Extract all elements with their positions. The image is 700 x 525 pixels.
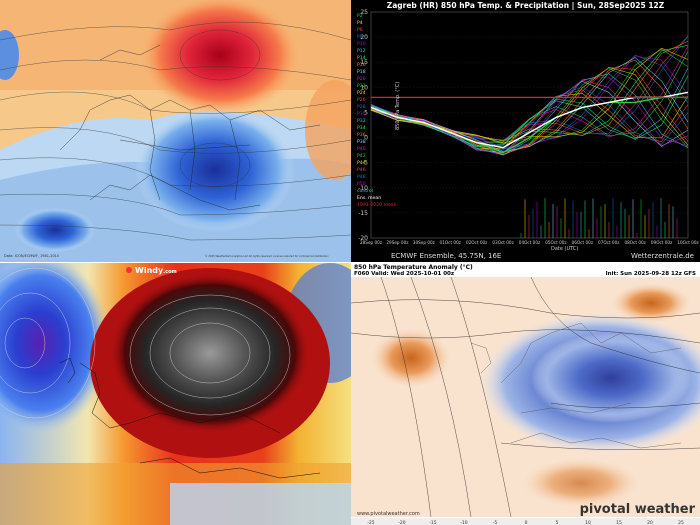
ensemble-legend-item: P22 — [357, 83, 366, 89]
pivotal-scale-label: -5 — [493, 520, 498, 525]
ensemble-member-line — [370, 67, 689, 156]
ensemble-legend-item: 1991-2020 mean — [357, 202, 397, 208]
ensemble-legend-item: P42 — [357, 153, 366, 159]
ensemble-member-line — [370, 73, 689, 156]
pivotal-anomaly-map: 850 hPa Temperature Anomaly (°C) F060 Va… — [351, 264, 700, 525]
pivotal-scale-label: -10 — [460, 520, 467, 525]
ensemble-legend-item: P4 — [357, 20, 363, 26]
ensemble-legend-item: P16 — [357, 62, 366, 68]
pivotal-logo: pivotal weather — [580, 502, 696, 517]
ensemble-x-tick: 04Oct 00z — [519, 240, 541, 245]
tl-footer-left: Data: ICON/ECMWF, 1981-2010 — [4, 254, 59, 258]
ensemble-y-tick: -20 — [358, 235, 368, 242]
ensemble-y-tick: -15 — [358, 210, 368, 217]
ensemble-member-line — [370, 45, 689, 143]
ensemble-member-line — [370, 59, 689, 153]
ensemble-title: Zagreb (HR) 850 hPa Temp. & Precipitatio… — [386, 1, 665, 10]
pivotal-header-title: 850 hPa Temperature Anomaly (°C) — [354, 264, 473, 271]
ensemble-legend-item: P6 — [357, 27, 363, 33]
ensemble-x-tick: 30Sep 00z — [413, 240, 436, 245]
ensemble-x-tick: 29Sep 00z — [386, 240, 409, 245]
ensemble-legend-item: P14 — [357, 55, 366, 61]
ensemble-legend-item: P40 — [357, 146, 366, 152]
ensemble-member-line — [370, 93, 689, 150]
ensemble-member-line — [370, 45, 689, 142]
ensemble-legend-item: P30 — [357, 111, 366, 117]
ensemble-y-tick: 15 — [360, 59, 368, 66]
ensemble-legend-item: P20 — [357, 76, 366, 82]
ensemble-meteogram-panel: Zagreb (HR) 850 hPa Temp. & Precipitatio… — [351, 0, 700, 262]
ensemble-footer-right: Wetterzentrale.de — [630, 252, 694, 260]
ensemble-x-tick: 05Oct 00z — [545, 240, 567, 245]
ensemble-y-label: 850 hPa Temp. (°C) — [395, 81, 401, 130]
ensemble-legend-item: P36 — [357, 132, 366, 138]
ensemble-y-tick: 25 — [360, 9, 368, 16]
ensemble-member-line — [370, 66, 689, 155]
pivotal-scale-label: 25 — [678, 520, 684, 525]
height-anomaly-map-panel: Data: ICON/ECMWF, 1981-2010 © 2025 Weath… — [0, 0, 351, 262]
ensemble-x-tick: 10Oct 00z — [677, 240, 699, 245]
ensemble-member-line — [370, 79, 689, 154]
ensemble-x-tick: 28Sep 00z — [360, 240, 383, 245]
ensemble-legend-item: Ens. mean — [357, 195, 381, 201]
ensemble-y-tick: 20 — [360, 34, 368, 41]
ensemble-legend-item: P38 — [357, 139, 366, 145]
ensemble-x-label: Date (UTC) — [551, 246, 579, 252]
ensemble-legend-item: P26 — [357, 97, 366, 103]
windy-logo: Windy.com — [135, 266, 177, 275]
ensemble-legend-item: P48 — [357, 174, 366, 180]
ensemble-member-line — [370, 67, 689, 155]
ensemble-legend-item: P44 — [357, 160, 366, 166]
ensemble-x-tick: 03Oct 00z — [492, 240, 514, 245]
ensemble-x-tick: 09Oct 00z — [651, 240, 673, 245]
height-anomaly-map: Data: ICON/ECMWF, 1981-2010 © 2025 Weath… — [0, 0, 351, 262]
ensemble-footer-left: ECMWF Ensemble, 45.75N, 16E — [391, 252, 502, 260]
ensemble-x-tick: 06Oct 00z — [572, 240, 594, 245]
ensemble-x-tick: 02Oct 00z — [466, 240, 488, 245]
pivotal-scale-label: 5 — [556, 520, 559, 525]
windy-map-panel: Windy.com — [0, 263, 351, 525]
ensemble-legend-item: P10 — [357, 41, 366, 47]
windy-logo-icon — [126, 267, 132, 273]
ensemble-legend-item: P28 — [357, 104, 366, 110]
pivotal-scale-label: 20 — [647, 520, 653, 525]
ensemble-y-tick: -10 — [358, 185, 368, 192]
ensemble-legend-item: P12 — [357, 48, 366, 54]
pivotal-scale-label: 10 — [585, 520, 591, 525]
ensemble-legend-item: P34 — [357, 125, 366, 131]
pivotal-scale-label: 15 — [616, 520, 622, 525]
ensemble-member-line — [370, 80, 689, 154]
ensemble-legend-item: P50 — [357, 181, 366, 187]
ensemble-y-tick: -5 — [362, 160, 368, 167]
ensemble-legend-item: P32 — [357, 118, 366, 124]
ensemble-member-line — [370, 57, 689, 152]
ensemble-legend-item: P2 — [357, 13, 363, 19]
windy-map: Windy.com — [0, 263, 351, 525]
pivotal-header-valid: F060 Valid: Wed 2025-10-01 00z — [354, 271, 454, 277]
ensemble-legend-item: P8 — [357, 34, 363, 40]
ensemble-plot-frame — [370, 11, 689, 239]
pivotal-url: www.pivotalweather.com — [357, 511, 420, 517]
ensemble-legend-item: P18 — [357, 69, 366, 75]
pivotal-scale-label: -20 — [398, 520, 405, 525]
ensemble-y-tick: 10 — [360, 84, 368, 91]
ensemble-member-line — [370, 40, 689, 142]
pivotal-scale-label: -15 — [429, 520, 436, 525]
pivotal-anomaly-panel: 850 hPa Temperature Anomaly (°C) F060 Va… — [351, 263, 700, 525]
ensemble-member-line — [370, 67, 689, 147]
ensemble-x-tick: 08Oct 00z — [624, 240, 646, 245]
ensemble-legend-item: P24 — [357, 90, 366, 96]
pivotal-header-init: Init: Sun 2025-09-28 12z GFS — [606, 271, 696, 277]
ensemble-x-tick: 01Oct 00z — [440, 240, 462, 245]
ensemble-x-tick: 07Oct 00z — [598, 240, 620, 245]
pivotal-color-scale: -25 -20 -15 -10 -5 0 5 10 15 20 25 — [367, 520, 684, 525]
ensemble-legend-item: control — [357, 188, 373, 194]
ensemble-chart: -20 -15 -10 -5 0 5 10 15 20 25 28Sep 00z 29Sep 00z 3… — [357, 9, 700, 245]
ensemble-legend-item: P46 — [357, 167, 366, 173]
pivotal-scale-label: 0 — [525, 520, 528, 525]
ensemble-y-tick: 5 — [364, 109, 368, 116]
tl-footer-right: © 2025 Weatherbell Analytics LLC All rig… — [205, 254, 329, 258]
pivotal-scale-label: -25 — [367, 520, 374, 525]
ensemble-y-tick: 0 — [364, 135, 368, 142]
